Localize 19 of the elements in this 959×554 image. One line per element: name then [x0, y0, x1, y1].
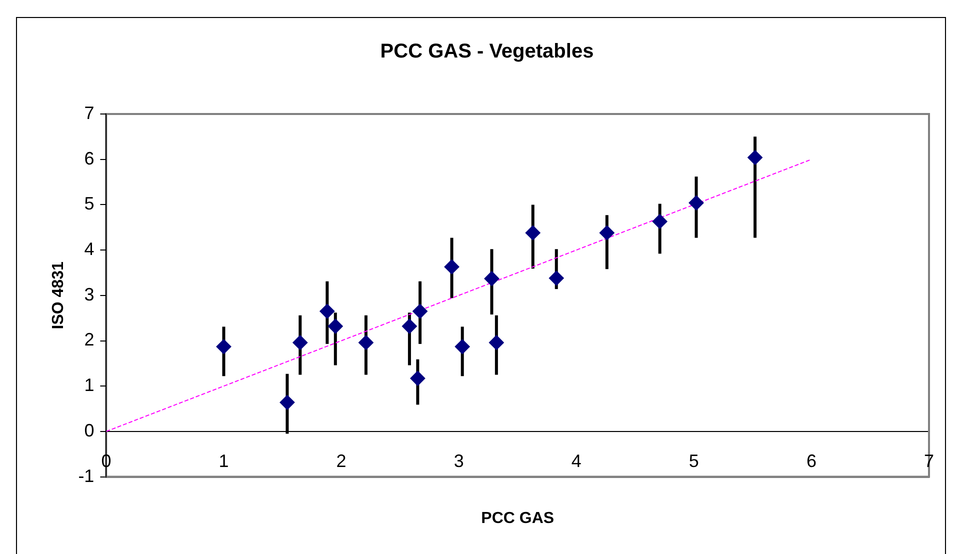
y-tick-label: 0 — [84, 420, 94, 440]
x-tick-label: 2 — [336, 450, 346, 471]
y-tick-label: 4 — [84, 239, 94, 260]
x-tick-label: 1 — [218, 450, 229, 471]
x-tick-label: 4 — [571, 450, 582, 471]
y-tick-label: -1 — [78, 466, 94, 486]
y-tick-label: 2 — [84, 330, 94, 350]
y-axis-title: ISO 4831 — [50, 262, 68, 330]
y-tick-label: 1 — [84, 375, 94, 396]
y-tick-label: 7 — [84, 102, 94, 123]
x-tick-label: 6 — [806, 450, 816, 471]
y-tick-label: 3 — [84, 284, 94, 304]
x-axis-title: PCC GAS — [481, 510, 554, 527]
x-tick-label: 7 — [924, 450, 934, 471]
chart-title: PCC GAS - Vegetables — [380, 40, 594, 63]
y-tick-label: 6 — [84, 148, 94, 168]
y-tick-label: 5 — [84, 194, 94, 214]
x-tick-label: 5 — [688, 450, 699, 471]
x-tick-label: 3 — [454, 450, 464, 471]
